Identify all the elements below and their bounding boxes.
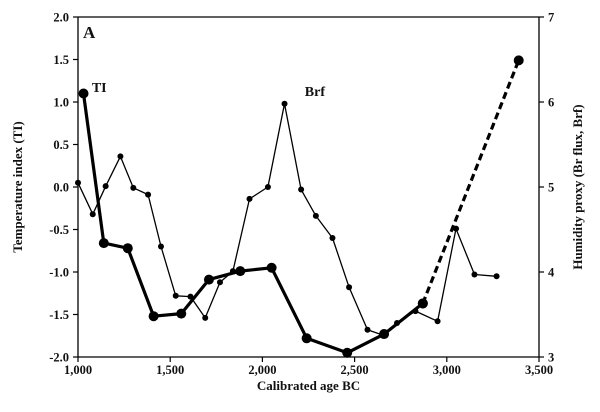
x-tick-label: 2,000 bbox=[248, 363, 276, 377]
y-right-tick-label: 6 bbox=[548, 96, 554, 110]
data-point-ti bbox=[122, 243, 133, 254]
data-point-brf bbox=[493, 273, 500, 280]
labels: A Calibrated age BC Temperature index (T… bbox=[10, 23, 585, 393]
data-point-brf bbox=[172, 292, 179, 299]
y-left-tick-label: 2.0 bbox=[53, 11, 69, 25]
series-line-ti bbox=[81, 93, 424, 355]
y-left-tick-label: -0.5 bbox=[49, 223, 69, 237]
data-point-brf bbox=[130, 184, 137, 191]
x-tick-label: 2,500 bbox=[341, 363, 369, 377]
data-point-brf bbox=[364, 326, 371, 333]
data-point-ti bbox=[148, 311, 159, 322]
data-point-brf bbox=[229, 268, 236, 275]
y-left-tick-label: 0.0 bbox=[53, 181, 69, 195]
y-left-tick-label: 1.5 bbox=[53, 53, 69, 67]
y-right-tick-label: 4 bbox=[548, 266, 555, 280]
y-left-tick-label: 0.5 bbox=[53, 138, 69, 152]
y-right-tick-label: 3 bbox=[548, 351, 554, 365]
data-point-brf bbox=[346, 284, 353, 291]
data-point-brf bbox=[412, 308, 419, 315]
y-right-tick-label: 7 bbox=[548, 11, 554, 25]
y-axis-left-title: Temperature index (TI) bbox=[10, 121, 25, 252]
data-point-brf bbox=[281, 100, 288, 107]
data-point-brf bbox=[145, 191, 152, 198]
data-point-ti-extrapolated bbox=[513, 55, 524, 66]
data-point-brf bbox=[329, 235, 336, 241]
y-left-tick-label: -2.0 bbox=[49, 351, 69, 365]
series-label-brf: Brf bbox=[305, 85, 326, 100]
data-point-brf bbox=[187, 293, 194, 300]
y-left-tick-label: -1.5 bbox=[49, 308, 69, 322]
data-point-brf bbox=[102, 183, 109, 190]
series bbox=[75, 55, 524, 358]
data-point-ti bbox=[235, 266, 246, 277]
data-point-brf bbox=[434, 318, 441, 325]
ticks: 1,000 1,500 2,000 2,500 3,000 3,500 2.0 1.5 1.0 0… bbox=[49, 11, 555, 378]
panel-label: A bbox=[83, 23, 96, 42]
data-point-brf bbox=[471, 271, 478, 278]
data-point-brf bbox=[312, 212, 319, 219]
data-point-brf bbox=[75, 179, 81, 186]
y-right-tick-label: 5 bbox=[548, 181, 554, 195]
data-point-ti-extrapolated bbox=[417, 298, 428, 309]
data-point-brf bbox=[117, 153, 124, 160]
series-label-ti: TI bbox=[92, 81, 107, 96]
data-point-brf bbox=[379, 331, 386, 338]
y-axis-right-title: Humidity proxy (Br flux, Brf) bbox=[570, 104, 585, 269]
x-tick-label: 1,000 bbox=[64, 363, 92, 377]
x-tick-label: 1,500 bbox=[156, 363, 184, 377]
data-point-brf bbox=[246, 195, 253, 202]
x-axis-title: Calibrated age BC bbox=[257, 378, 360, 393]
data-point-brf bbox=[394, 320, 401, 326]
data-point-brf bbox=[89, 211, 96, 218]
data-point-ti bbox=[301, 333, 312, 344]
x-tick-label: 3,500 bbox=[525, 363, 553, 377]
data-point-ti bbox=[266, 262, 277, 273]
data-point-brf bbox=[298, 186, 305, 193]
data-point-ti bbox=[98, 238, 109, 249]
data-point-brf bbox=[264, 184, 271, 190]
data-point-brf bbox=[202, 314, 209, 321]
y-left-tick-label: 1.0 bbox=[53, 96, 69, 110]
y-left-tick-label: -1.0 bbox=[49, 266, 69, 280]
data-point-ti bbox=[78, 88, 89, 99]
x-tick-label: 3,000 bbox=[433, 363, 461, 377]
data-point-brf bbox=[453, 225, 460, 232]
data-point-ti bbox=[176, 308, 187, 319]
data-point-ti bbox=[203, 274, 214, 285]
data-point-ti bbox=[342, 347, 353, 358]
data-point-brf bbox=[157, 243, 164, 250]
data-point-brf bbox=[216, 279, 223, 286]
